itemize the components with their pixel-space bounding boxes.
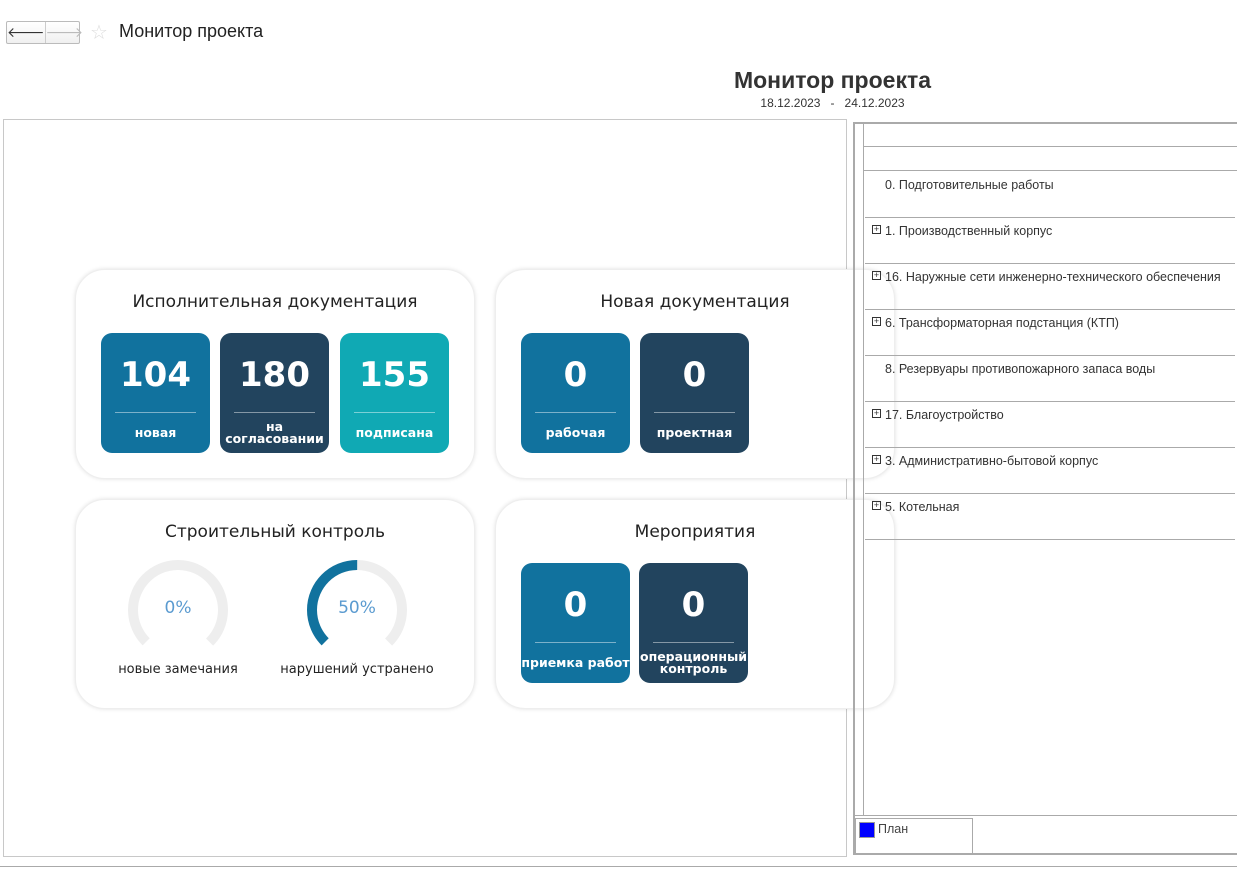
stat-value: 0 (563, 355, 588, 395)
stat-label: подписана (355, 425, 434, 440)
stat-tile[interactable]: 180 на согласовании (220, 333, 329, 453)
tree-row[interactable]: +1. Производственный корпус (865, 218, 1235, 264)
stat-tile[interactable]: 0 операционный контроль (639, 563, 748, 683)
stat-label: на согласовании (225, 419, 324, 446)
gauge-label: новые замечания (118, 662, 238, 677)
forward-button[interactable]: 🡒 (44, 22, 84, 43)
stat-tile[interactable]: 0 приемка работ (521, 563, 630, 683)
tree-row[interactable]: +3. Административно-бытовой корпус (865, 448, 1235, 494)
arrow-right-icon: 🡒 (45, 25, 84, 41)
card-title: Строительный контроль (164, 522, 385, 542)
divider (354, 412, 435, 413)
back-button[interactable]: 🡐 (7, 22, 45, 43)
tree-panel: 0. Подготовительные работы +1. Производст… (853, 122, 1237, 855)
divider (654, 412, 735, 413)
legend-label: План (878, 822, 909, 836)
window-title: Монитор проекта (119, 21, 264, 41)
stat-value: 104 (120, 355, 191, 395)
stat-label: новая (134, 425, 177, 440)
gauge: 50% (305, 558, 409, 662)
exec-docs-card: Исполнительная документация 104 новая 180 н… (75, 269, 475, 479)
arrow-left-icon: 🡐 (7, 25, 45, 41)
tree-row[interactable]: 0. Подготовительные работы (865, 172, 1235, 218)
tree-row-label: 8. Резервуары противопожарного запаса во… (885, 362, 1156, 376)
stat-label: проектная (656, 425, 733, 440)
stat-tile[interactable]: 0 рабочая (521, 333, 630, 453)
gauge-value: 0% (164, 598, 192, 618)
gauge: 0% (126, 558, 230, 662)
stat-value: 0 (682, 355, 707, 395)
tree-row[interactable]: 8. Резервуары противопожарного запаса во… (865, 356, 1235, 402)
legend: План (855, 818, 973, 854)
expand-plus-icon[interactable]: + (872, 316, 881, 326)
stat-value: 0 (563, 585, 588, 625)
tree-row[interactable]: +6. Трансформаторная подстанция (КТП) (865, 310, 1235, 356)
tree-row[interactable]: +16. Наружные сети инженерно-техническог… (865, 264, 1235, 310)
stat-label: приемка работ (521, 655, 630, 670)
tree-row-label: 3. Административно-бытовой корпус (885, 454, 1099, 468)
navigation-buttons: 🡐 🡒 (6, 21, 83, 44)
divider (863, 124, 864, 816)
divider (864, 170, 1237, 171)
card-title: Мероприятия (634, 522, 756, 542)
construction-control-card: Строительный контроль 0% новые замечания 5… (75, 499, 475, 709)
report-title: Монитор проекта (733, 67, 932, 93)
tree-row-label: 6. Трансформаторная подстанция (КТП) (885, 316, 1119, 330)
stat-value: 155 (359, 355, 430, 395)
expand-plus-icon[interactable]: + (872, 408, 881, 418)
stat-label: операционный контроль (639, 649, 748, 676)
divider (0, 866, 1237, 867)
stat-label: рабочая (545, 425, 606, 440)
legend-swatch (859, 822, 875, 838)
dashboard-panel: Исполнительная документация 104 новая 180 н… (3, 119, 895, 857)
divider (234, 412, 315, 413)
tree-row-label: 16. Наружные сети инженерно-технического… (885, 270, 1221, 284)
tree-row[interactable]: +17. Благоустройство (865, 402, 1235, 448)
favorite-star-icon[interactable]: ☆ (90, 20, 108, 44)
card-title: Новая документация (600, 292, 790, 312)
divider (535, 642, 616, 643)
stat-value: 180 (239, 355, 310, 395)
stat-tile[interactable]: 155 подписана (340, 333, 449, 453)
date-to: 24.12.2023 (844, 96, 905, 110)
new-docs-card: Новая документация 0 рабочая 0 проектная (495, 269, 895, 479)
date-from: 18.12.2023 (760, 96, 821, 110)
divider (864, 146, 1237, 147)
expand-plus-icon[interactable]: + (872, 224, 881, 234)
tree-row-label: 17. Благоустройство (885, 408, 1004, 422)
gauge-value: 50% (338, 598, 376, 618)
stat-value: 0 (681, 585, 706, 625)
tree-row-label: 1. Производственный корпус (885, 224, 1053, 238)
report-period: 18.12.2023 - 24.12.2023 (680, 96, 985, 110)
tree-row[interactable]: +5. Котельная (865, 494, 1235, 540)
date-separator: - (830, 96, 835, 110)
events-card: Мероприятия 0 приемка работ 0 операционный … (495, 499, 895, 709)
expand-plus-icon[interactable]: + (872, 500, 881, 510)
tree-row-label: 5. Котельная (885, 500, 960, 514)
divider (653, 642, 734, 643)
expand-plus-icon[interactable]: + (872, 454, 881, 464)
divider (855, 815, 1237, 816)
expand-plus-icon[interactable]: + (872, 270, 881, 280)
stat-tile[interactable]: 104 новая (101, 333, 210, 453)
stat-tile[interactable]: 0 проектная (640, 333, 749, 453)
card-title: Исполнительная документация (132, 292, 418, 312)
gauge-label: нарушений устранено (280, 662, 434, 677)
tree-row-label: 0. Подготовительные работы (885, 178, 1054, 192)
divider (535, 412, 616, 413)
divider (115, 412, 196, 413)
